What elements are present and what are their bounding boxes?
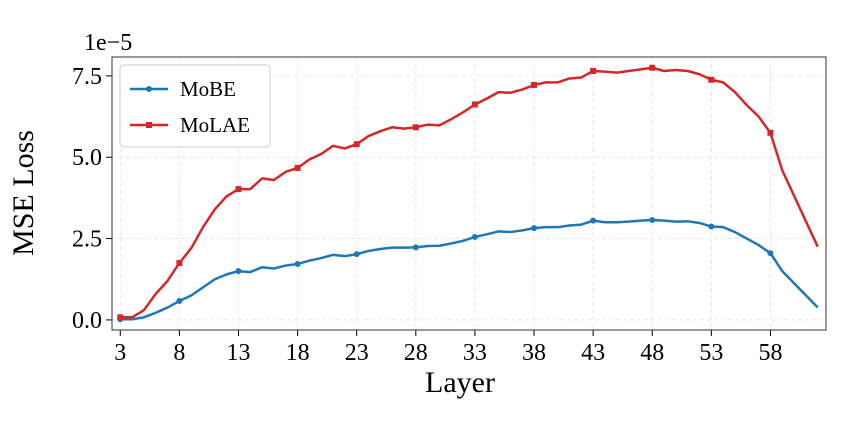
- legend-marker: [146, 86, 152, 92]
- marker: [353, 141, 360, 148]
- marker: [708, 76, 715, 83]
- marker: [235, 268, 242, 275]
- marker: [176, 298, 183, 305]
- x-axis-label: Layer: [425, 366, 495, 399]
- marker: [235, 186, 242, 193]
- plot-frame: [111, 56, 827, 331]
- marker: [412, 244, 419, 251]
- legend-marker: [146, 122, 152, 128]
- x-tick-label: 18: [286, 340, 310, 366]
- x-tick-label: 43: [581, 340, 605, 366]
- y-tick-label: 0.0: [72, 308, 102, 334]
- offset-text: 1e−5: [84, 30, 132, 56]
- marker: [294, 164, 301, 171]
- x-tick-label: 8: [173, 340, 185, 366]
- marker: [649, 217, 656, 224]
- legend-label: MoLAE: [180, 113, 250, 137]
- x-tick-label: 58: [758, 340, 782, 366]
- x-tick-label: 28: [404, 340, 428, 366]
- marker: [767, 129, 774, 136]
- y-tick-label: 7.5: [72, 64, 102, 90]
- marker: [531, 81, 538, 88]
- marker: [767, 250, 774, 257]
- x-tick-label: 48: [640, 340, 664, 366]
- series-line: [120, 66, 819, 319]
- marker: [353, 251, 360, 258]
- y-tick-label: 5.0: [72, 145, 102, 171]
- x-tick-label: 13: [226, 340, 250, 366]
- x-tick-label: 53: [699, 340, 723, 366]
- marker: [117, 314, 124, 321]
- y-axis-label: MSE Loss: [7, 130, 40, 256]
- marker: [708, 223, 715, 230]
- y-tick-label: 2.5: [72, 227, 102, 253]
- marker: [294, 260, 301, 267]
- marker: [531, 225, 538, 232]
- x-tick-label: 23: [345, 340, 369, 366]
- x-tick-label: 38: [522, 340, 546, 366]
- marker: [176, 259, 183, 266]
- x-tick-label: 3: [114, 340, 126, 366]
- marker: [412, 124, 419, 131]
- marker: [590, 217, 597, 224]
- marker: [471, 233, 478, 240]
- x-tick-label: 33: [463, 340, 487, 366]
- marker: [649, 64, 656, 71]
- marker: [471, 101, 478, 108]
- legend-box: [119, 64, 271, 148]
- series-line: [120, 218, 819, 321]
- marker: [590, 67, 597, 74]
- legend-label: MoBE: [180, 77, 236, 101]
